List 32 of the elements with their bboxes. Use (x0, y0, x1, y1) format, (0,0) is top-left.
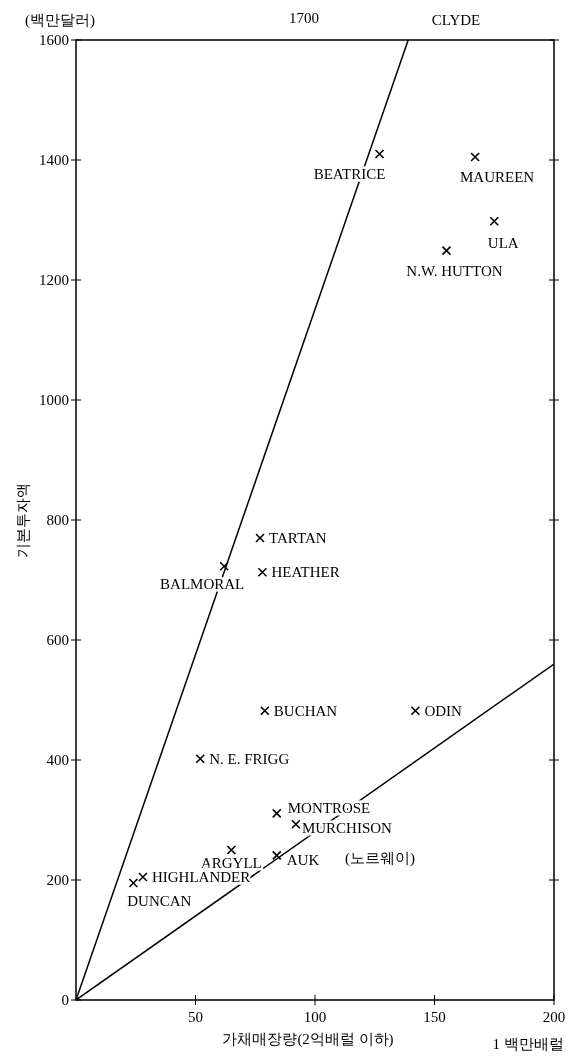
annotation: ODIN (424, 702, 463, 719)
x-tick-label: 200 (542, 1009, 566, 1025)
text: CLYDE (431, 12, 481, 28)
annotation: DUNCAN (127, 893, 192, 909)
text: 1 백만배럴 (492, 1036, 564, 1052)
annotation: N. E. FRIGG (209, 750, 290, 767)
annotation: HEATHER (271, 564, 340, 581)
annotation: MAUREEN (460, 169, 535, 185)
annotation: BUCHAN (273, 702, 338, 719)
annotation: ULA (487, 235, 519, 252)
x-axis-title: 가채매장량(2억배럴 이하) (222, 1031, 394, 1048)
annotation: HIGHLANDER (151, 869, 251, 885)
annotation: AUK (286, 852, 320, 869)
y-tick-label: 0 (61, 992, 69, 1008)
y-tick-label: 1400 (39, 152, 69, 168)
y-tick-label: 1600 (39, 32, 69, 48)
x-tick-label: 150 (423, 1009, 446, 1025)
text: (백만달러) (25, 12, 95, 29)
y-tick-label: 600 (46, 632, 69, 648)
y-tick-label: 1200 (39, 272, 69, 288)
annotation: (노르웨이) (345, 850, 415, 867)
x-tick-label: 100 (303, 1009, 327, 1025)
y-tick-label: 200 (46, 872, 69, 888)
y-tick-label: 800 (46, 512, 69, 528)
text: 1700 (289, 10, 319, 26)
x-tick-label: 50 (188, 1009, 203, 1025)
annotation: ARGYLL (200, 855, 262, 871)
y-tick-label: 400 (46, 752, 69, 768)
annotation: N.W. HUTTON (406, 262, 503, 279)
annotation: TARTAN (269, 530, 327, 546)
y-axis-title: 기본투자액 (15, 482, 31, 558)
y-tick-label: 1000 (39, 392, 69, 408)
